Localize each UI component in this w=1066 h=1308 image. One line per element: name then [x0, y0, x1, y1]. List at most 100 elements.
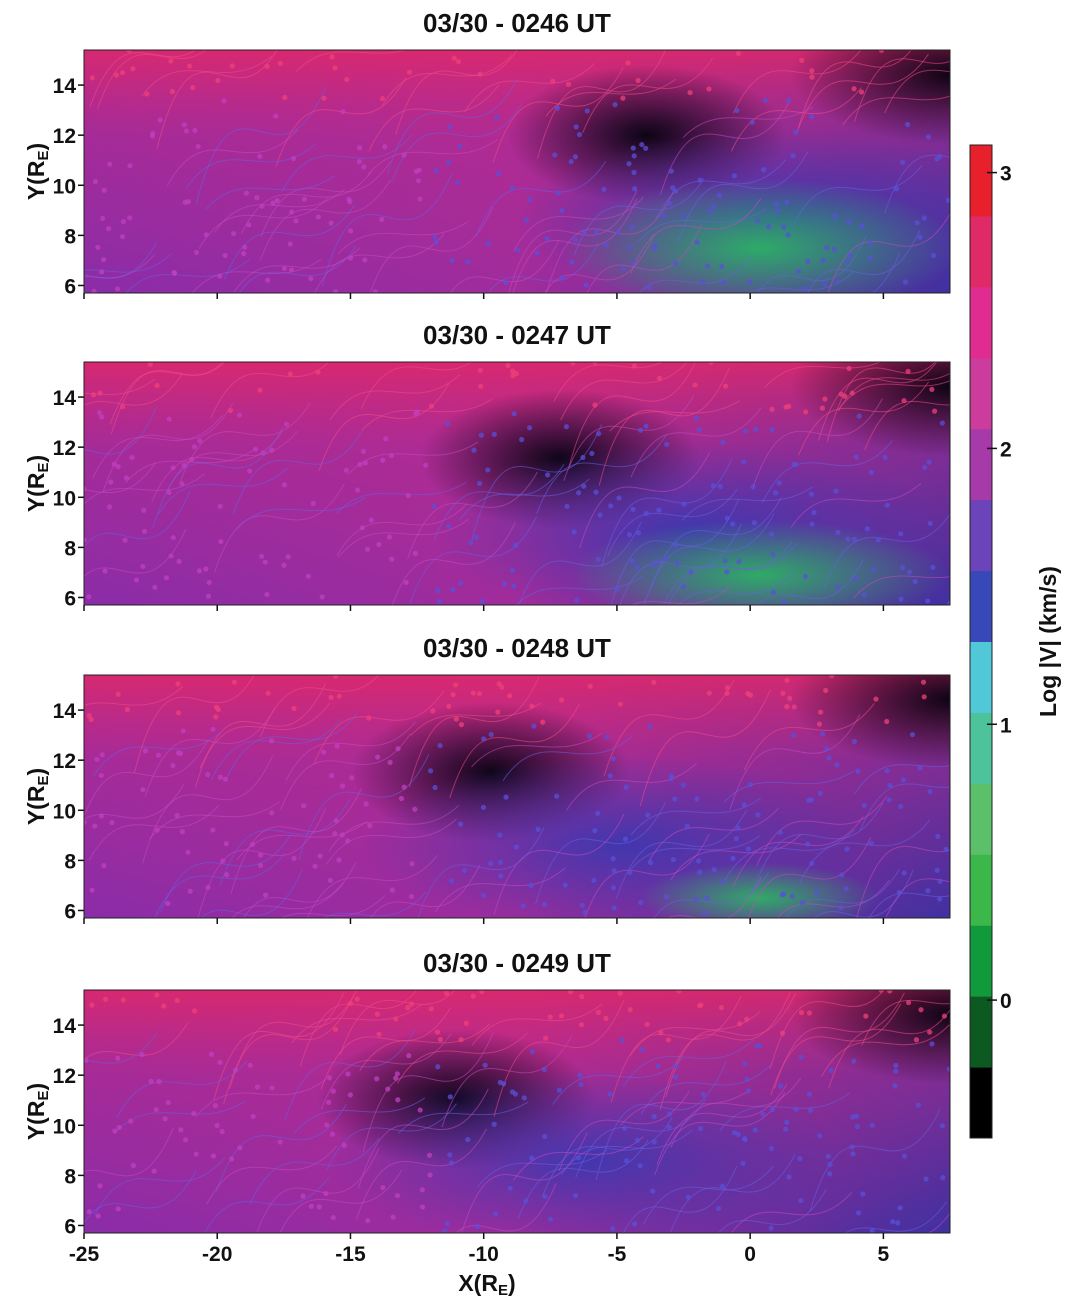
flow-dot [529, 703, 535, 709]
flow-dot [154, 992, 160, 998]
flow-dot [797, 1155, 803, 1162]
flow-dot [487, 860, 494, 867]
flow-dot [906, 569, 912, 575]
flow-dot [246, 222, 252, 228]
flow-dot [568, 159, 574, 165]
flow-dot [470, 690, 476, 696]
flow-dot [444, 1220, 450, 1227]
flow-dot [183, 128, 190, 134]
flow-dot [107, 161, 113, 167]
streamline [732, 816, 864, 888]
flow-dot [427, 1172, 433, 1178]
flow-dot [930, 564, 936, 570]
flow-dot [793, 1106, 799, 1112]
flow-dot [666, 1124, 672, 1130]
flow-dot [651, 245, 657, 251]
label-part: E [35, 151, 52, 161]
streamline [648, 807, 779, 863]
streamline [449, 239, 560, 293]
flow-dot [697, 1125, 704, 1132]
flow-dot [259, 553, 265, 559]
flow-dot [581, 483, 587, 489]
streamline [619, 523, 742, 605]
flow-dot [724, 690, 730, 697]
flow-dot [531, 723, 537, 729]
flow-dot [290, 155, 297, 162]
flow-dot [753, 426, 759, 432]
y-tick-label: 10 [53, 487, 76, 510]
flow-dot [750, 484, 756, 490]
streamline [109, 362, 226, 425]
streamline [620, 1088, 751, 1126]
flow-dot [477, 480, 483, 487]
colorbar-band [970, 215, 992, 288]
streamline [642, 1165, 774, 1225]
streamline [197, 807, 327, 918]
flow-dot [414, 409, 421, 415]
streamline [586, 224, 703, 293]
streamline [732, 50, 862, 114]
flow-dot [901, 870, 907, 876]
flow-dot [809, 68, 815, 74]
flow-dot [154, 382, 160, 389]
flow-dot [773, 490, 779, 496]
flow-dot [817, 709, 824, 715]
streamline [260, 675, 380, 738]
y-tick-label: 12 [53, 750, 76, 773]
streamline [785, 869, 900, 918]
flow-dot [540, 719, 546, 725]
flow-dot [205, 884, 211, 891]
flow-dot [752, 1127, 758, 1133]
flow-dot [243, 190, 249, 196]
flow-dot [654, 558, 661, 565]
streamline [573, 178, 705, 256]
flow-dot [529, 1155, 535, 1161]
flow-dot [783, 1126, 789, 1132]
flow-dot [899, 159, 906, 165]
streamline [493, 999, 625, 1117]
flow-dot [644, 1021, 650, 1027]
flow-dot [886, 797, 892, 803]
flow-dot [809, 114, 815, 120]
flow-dot [229, 1156, 235, 1162]
streamline [84, 685, 184, 707]
flow-dot [190, 85, 196, 91]
label-part: X(R [458, 1270, 498, 1296]
streamline [195, 85, 327, 205]
flow-dot [892, 1083, 898, 1089]
flow-dot [946, 1066, 950, 1072]
streamline [844, 1201, 947, 1233]
flow-dot [849, 1144, 855, 1150]
flow-dot [559, 275, 565, 281]
flow-dot [470, 993, 476, 999]
flow-dot [437, 742, 443, 749]
flow-dot [92, 823, 98, 829]
label-part: E [35, 463, 52, 473]
flow-dot [945, 197, 950, 203]
streamline [84, 738, 209, 818]
flow-dot [217, 503, 223, 510]
flow-dot [662, 556, 669, 562]
flow-dot [820, 257, 826, 263]
flow-dot [120, 997, 126, 1003]
flow-dot [859, 223, 865, 229]
flow-dot [269, 1085, 275, 1091]
streamline [773, 992, 905, 1089]
flow-dot [798, 1009, 805, 1016]
flow-dot [96, 410, 103, 416]
flow-dot [939, 1123, 946, 1129]
flow-dot [884, 718, 890, 725]
flow-dot [828, 1067, 834, 1073]
flow-dot [851, 536, 858, 543]
streamline [853, 58, 950, 122]
streamline [230, 788, 362, 894]
flow-dot [237, 1145, 243, 1151]
flow-dot [900, 777, 906, 783]
flow-dot [288, 209, 295, 215]
streamline [610, 499, 740, 605]
flow-dot [432, 784, 438, 791]
flow-dot [409, 861, 415, 867]
flow-dot [287, 371, 293, 377]
flow-dot [343, 467, 349, 473]
flow-dot [898, 531, 904, 537]
